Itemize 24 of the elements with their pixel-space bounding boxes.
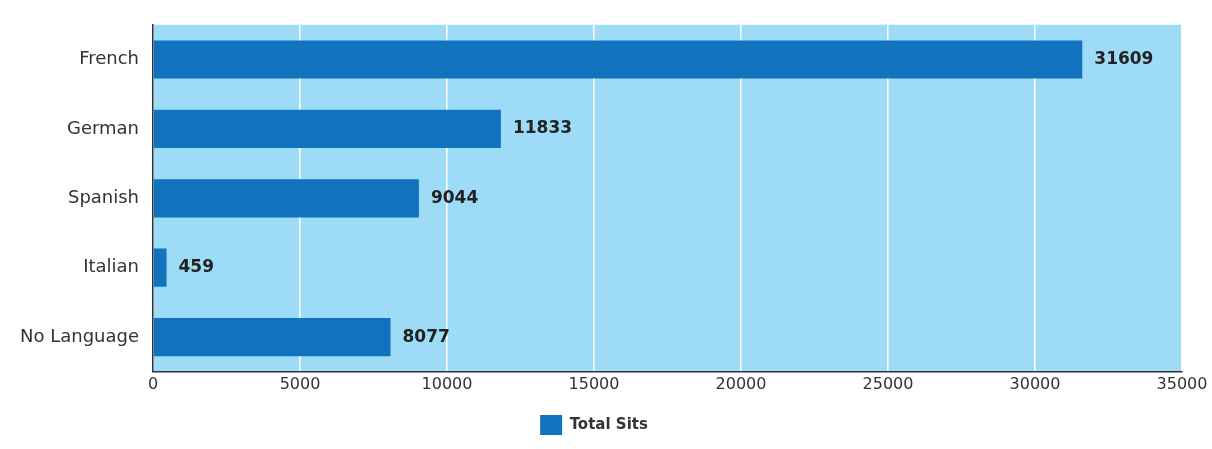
x-tick-label: 0 [147, 373, 159, 393]
y-tick-label: Spanish [67, 185, 140, 207]
x-tick-label: 25000 [862, 373, 914, 393]
bar [153, 109, 501, 148]
legend-label: Total Sits [569, 414, 648, 433]
x-tick-label: 10000 [421, 373, 473, 393]
x-tick-label: 20000 [715, 373, 767, 393]
bar [153, 318, 391, 357]
bar [153, 40, 1083, 79]
data-label: 31609 [1094, 47, 1154, 68]
y-tick-label: French [79, 47, 140, 69]
bar [153, 179, 419, 218]
x-tick-label: 15000 [568, 373, 620, 393]
data-label: 8077 [402, 325, 450, 346]
data-label: 11833 [512, 117, 573, 138]
x-tick-label: 35000 [1156, 373, 1208, 393]
y-tick-label: No Language [20, 324, 140, 346]
data-label: 459 [178, 256, 215, 277]
x-tick-label: 30000 [1009, 373, 1061, 393]
y-tick-label: Italian [83, 255, 140, 277]
data-label: 9044 [430, 186, 479, 207]
x-tick-label: 5000 [279, 373, 321, 393]
bar [153, 248, 167, 287]
y-tick-label: German [66, 116, 140, 138]
